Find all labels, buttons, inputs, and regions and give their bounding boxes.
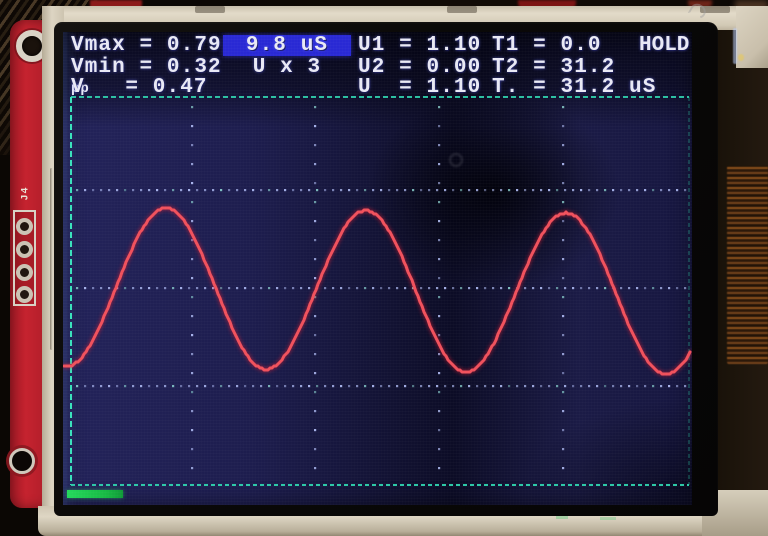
- progress-bar: [67, 490, 123, 498]
- mounting-hole-bottom: [9, 448, 35, 474]
- frame-glint: [738, 54, 744, 61]
- frame-groove: [50, 168, 53, 350]
- frame-reflection: [733, 28, 737, 64]
- hold-indicator: HOLD: [639, 34, 690, 57]
- connector-label: J4: [20, 186, 32, 201]
- ribbon-cable: [727, 166, 768, 364]
- screen-smudge: [449, 153, 463, 167]
- frame-clip: [447, 6, 477, 13]
- vpp-value: = 0.47: [98, 76, 208, 99]
- bezel-glint: [556, 516, 568, 519]
- waveform-trace: [63, 206, 692, 376]
- timebase-readout: 9.8 uS: [245, 34, 329, 57]
- header-pin: [16, 286, 33, 303]
- graticule-grid: [76, 106, 687, 470]
- vmin-readout: Vmin = 0.32: [71, 56, 222, 79]
- vmax-readout: Vmax = 0.79: [71, 34, 222, 57]
- header-pin: [16, 241, 33, 258]
- u-readout: U = 1.10: [358, 76, 482, 99]
- frame-clip: [700, 6, 730, 13]
- vpp-label: V: [71, 76, 85, 99]
- t1-readout: T1 = 0.0: [492, 34, 602, 57]
- vpp-subscript: pp: [71, 81, 90, 97]
- frame-clip: [195, 6, 225, 13]
- t-readout: T. = 31.2 uS: [492, 76, 657, 99]
- u1-readout: U1 = 1.10: [358, 34, 482, 57]
- scope-plot: [63, 96, 692, 486]
- pin-header-j4: [13, 210, 36, 306]
- bezel-glint: [600, 517, 616, 520]
- scope-border: [70, 96, 690, 486]
- red-wire: [688, 0, 712, 8]
- header-pin: [16, 218, 33, 235]
- red-wire: [518, 0, 576, 9]
- timebase-highlight: 9.8 uS: [223, 35, 351, 56]
- header-pin: [16, 264, 33, 281]
- u2-readout: U2 = 0.00: [358, 56, 482, 79]
- volt-scale-readout: U x 3: [252, 56, 322, 79]
- t2-readout: T2 = 31.2: [492, 56, 616, 79]
